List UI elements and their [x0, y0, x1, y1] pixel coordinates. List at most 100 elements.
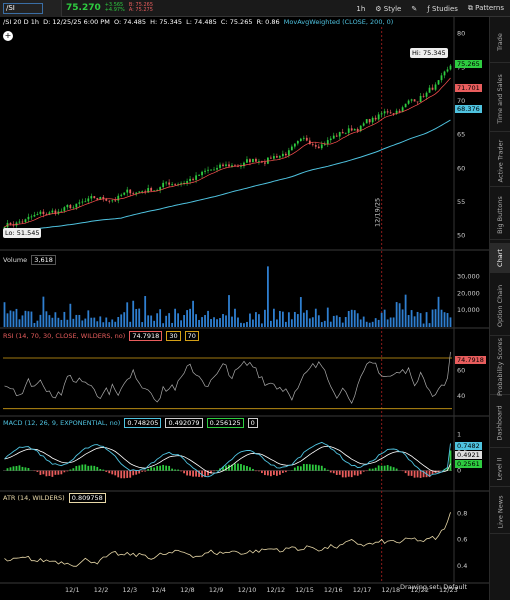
volume-label-block: Volume 3,618 — [3, 255, 56, 265]
volume-bar — [156, 313, 159, 327]
drawing-set-status[interactable]: Drawing set: Default — [400, 583, 468, 591]
volume-bar — [219, 318, 221, 327]
macd-tick-label: 1 — [457, 430, 461, 438]
drawing-tools-button[interactable]: ✎ — [411, 4, 418, 13]
volume-bar — [186, 310, 188, 327]
candle-body — [243, 162, 245, 167]
sidebar-tab-option-chain[interactable]: Option Chain — [490, 276, 510, 336]
add-study-icon[interactable]: + — [3, 31, 13, 41]
volume-bar — [267, 266, 269, 327]
rsi-os: 70 — [184, 331, 199, 341]
candle-body — [159, 187, 162, 190]
macd-histogram-bar — [60, 470, 63, 475]
volume-bar — [123, 312, 126, 327]
candle-body — [102, 197, 105, 199]
studies-button[interactable]: ƒ Studies — [427, 5, 458, 13]
sidebar-tab-big-buttons[interactable]: Big Buttons — [490, 190, 510, 240]
sidebar-tab-level-ii[interactable]: Level II — [490, 451, 510, 487]
macd-histogram-bar — [296, 466, 299, 471]
candle-body — [228, 164, 230, 167]
symbol-selector[interactable]: /SI — [0, 0, 62, 17]
macd-histogram-bar — [270, 470, 272, 477]
candle-body — [114, 200, 117, 202]
sidebar-tab-label: Probability Scores — [496, 337, 504, 396]
sidebar-tab-trade[interactable]: Trade — [490, 21, 510, 63]
candle-body — [231, 165, 233, 167]
volume-bar — [347, 311, 350, 327]
candle-body — [290, 146, 293, 151]
candle-body — [449, 65, 452, 70]
macd-histogram-bar — [174, 469, 177, 471]
macd-histogram-bar — [153, 467, 156, 471]
chart-area[interactable]: 8075706560555012/19/2530,00020,00010,000… — [0, 17, 489, 600]
macd-histogram-bar — [162, 464, 165, 471]
macd-histogram-bar — [123, 470, 126, 479]
style-button[interactable]: ⚙ Style — [375, 5, 401, 13]
volume-bar — [272, 308, 275, 327]
macd-histogram-bar — [117, 470, 120, 478]
volume-bar — [225, 315, 227, 327]
macd-histogram-bar — [234, 463, 236, 471]
macd-histogram-bar — [177, 469, 180, 471]
volume-bar — [258, 314, 260, 327]
style-icon: ⚙ — [375, 4, 384, 13]
volume-bar — [57, 317, 60, 327]
candle-body — [362, 123, 365, 126]
volume-bar — [249, 313, 251, 327]
macd-histogram-bar — [383, 465, 386, 471]
volume-bar — [305, 310, 308, 327]
macd-histogram-bar — [192, 470, 194, 477]
symbol-input[interactable]: /SI — [3, 2, 43, 14]
macd-histogram-bar — [422, 470, 425, 478]
volume-bar — [132, 300, 135, 327]
candle-body — [344, 132, 347, 134]
rsi-label-block: RSI (14, 70, 30, CLOSE, WILDERS, no) 74.… — [3, 331, 199, 341]
candle-body — [120, 194, 123, 196]
volume-bar — [440, 309, 443, 327]
rsi-tick-label: 60 — [457, 367, 465, 375]
sidebar-tab-time-and-sales[interactable]: Time and Sales — [490, 66, 510, 132]
x-tick-label: 12/2 — [94, 586, 109, 594]
bar-date: D: 12/25/25 6:00 PM — [43, 18, 110, 26]
macd-histogram-bar — [72, 468, 75, 471]
sidebar-tab-probability-scores[interactable]: Probability Scores — [490, 337, 510, 396]
candle-body — [54, 210, 57, 214]
price-tick-label: 55 — [457, 198, 465, 206]
candle-body — [341, 132, 344, 134]
volume-bar — [147, 315, 150, 327]
sidebar-tab-active-trader[interactable]: Active Trader — [490, 135, 510, 187]
volume-bar — [299, 297, 302, 327]
volume-bar — [284, 321, 287, 327]
volume-bar — [434, 309, 437, 327]
volume-bar — [335, 315, 338, 327]
atr-label-block: ATR (14, WILDERS) 0.809758 — [3, 493, 106, 503]
macd-histogram-bar — [96, 466, 99, 471]
volume-bar — [368, 322, 371, 327]
candle-body — [18, 221, 21, 223]
macd-histogram-bar — [150, 467, 153, 471]
macd-histogram-bar — [338, 470, 341, 475]
sidebar-tab-chart[interactable]: Chart — [490, 243, 510, 273]
volume-bar — [84, 318, 87, 327]
bid-value: B: 75.265 — [128, 2, 154, 8]
volume-bar — [308, 318, 311, 327]
candle-body — [48, 212, 51, 215]
interval-selector[interactable]: 1h — [356, 4, 366, 13]
volume-bar — [332, 315, 335, 327]
change-block: +3.565 +4.97% — [105, 3, 125, 13]
volume-bar — [192, 300, 194, 327]
macd-histogram-bar — [246, 466, 248, 471]
sidebar-tab-dashboard[interactable]: Dashboard — [490, 398, 510, 448]
candle-body — [258, 161, 260, 162]
patterns-button[interactable]: ⧉ Patterns — [468, 4, 504, 13]
volume-bar — [117, 317, 120, 327]
candle-body — [252, 158, 254, 163]
chart-canvas[interactable]: 8075706560555012/19/2530,00020,00010,000… — [0, 17, 489, 600]
sidebar-tab-label: Level II — [496, 456, 504, 481]
candle-body — [311, 144, 314, 146]
macd-histogram-bar — [126, 470, 129, 478]
candle-body — [416, 101, 419, 103]
sidebar-tab-live-news[interactable]: Live News — [490, 490, 510, 534]
volume-bar — [323, 320, 326, 327]
candle-body — [272, 156, 275, 159]
